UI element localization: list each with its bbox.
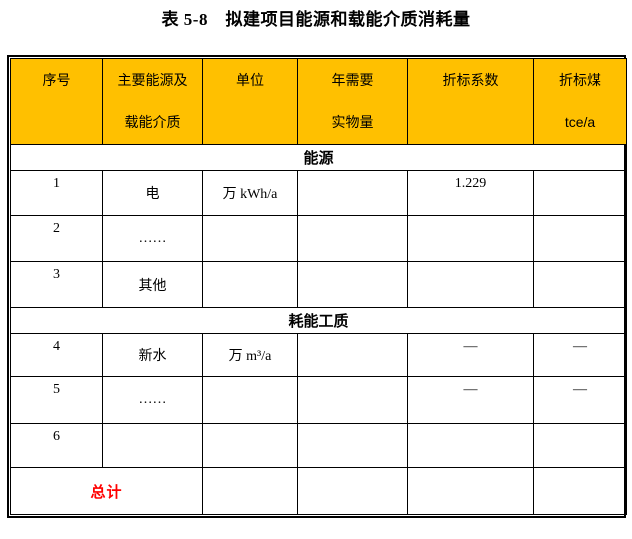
cell-coal	[533, 261, 627, 308]
cell-coefficient	[407, 215, 534, 262]
header-energy-line1: 主要能源及	[117, 72, 188, 88]
cell-quantity	[297, 333, 408, 377]
cell-quantity	[297, 215, 408, 262]
header-unit-label: 单位	[236, 72, 264, 88]
cell-energy-name: 电	[102, 170, 203, 216]
header-unit: 单位	[202, 58, 298, 145]
header-energy-line2: 载能介质	[124, 114, 181, 130]
cell-quantity	[297, 376, 408, 424]
table-header-row: 序号 主要能源及 载能介质 单位 年需要 实物量 折标系数	[10, 58, 627, 145]
cell-unit	[202, 215, 298, 262]
cell-unit	[202, 261, 298, 308]
cell-seq: 6	[10, 423, 103, 468]
cell-unit	[202, 376, 298, 424]
header-seq-label: 序号	[42, 72, 71, 88]
consumption-table-wrapper: 序号 主要能源及 载能介质 单位 年需要 实物量 折标系数	[7, 55, 627, 518]
stray-period-mark: .	[10, 535, 14, 539]
document-page: 表 5-8 拟建项目能源和载能介质消耗量 序号 主要能源及 载能介质 单位	[0, 10, 632, 539]
cell-energy-name: 新水	[102, 333, 203, 377]
cell-seq: 1	[10, 170, 103, 216]
section-medium-label: 耗能工质	[10, 307, 627, 334]
cell-coefficient: 1.229	[407, 170, 534, 216]
cell-unit	[202, 423, 298, 468]
table-row: 6	[10, 423, 627, 468]
consumption-table: 序号 主要能源及 载能介质 单位 年需要 实物量 折标系数	[10, 58, 627, 515]
cell-seq: 4	[10, 333, 103, 377]
total-row: 总计	[10, 467, 627, 515]
header-coal-line1: 折标煤	[559, 72, 601, 88]
cell-coal: —	[533, 376, 627, 424]
header-energy: 主要能源及 载能介质	[102, 58, 203, 145]
section-row-medium: 耗能工质	[10, 307, 627, 334]
cell-coal: —	[533, 333, 627, 377]
section-energy-label: 能源	[10, 144, 627, 171]
section-row-energy: 能源	[10, 144, 627, 171]
cell-coefficient	[407, 261, 534, 308]
cell-energy-name: ……	[102, 376, 203, 424]
cell-quantity	[297, 170, 408, 216]
total-quantity	[297, 467, 408, 515]
header-qty: 年需要 实物量	[297, 58, 408, 145]
header-qty-line1: 年需要	[331, 72, 374, 88]
total-coal	[533, 467, 627, 515]
cell-quantity	[297, 423, 408, 468]
header-coefficient: 折标系数	[407, 58, 534, 145]
cell-energy-name: 其他	[102, 261, 203, 308]
cell-coefficient: —	[407, 376, 534, 424]
total-coefficient	[407, 467, 534, 515]
table-row: 4 新水 万 m³/a — —	[10, 333, 627, 377]
cell-coal	[533, 215, 627, 262]
cell-energy-name: ……	[102, 215, 203, 262]
cell-seq: 3	[10, 261, 103, 308]
header-coefficient-label: 折标系数	[442, 72, 499, 88]
cell-seq: 5	[10, 376, 103, 424]
cell-quantity	[297, 261, 408, 308]
table-row: 2 ……	[10, 215, 627, 262]
cell-seq: 2	[10, 215, 103, 262]
header-coal: 折标煤 tce/a	[533, 58, 627, 145]
table-row: 3 其他	[10, 261, 627, 308]
header-seq: 序号	[10, 58, 103, 145]
total-label: 总计	[10, 467, 203, 515]
cell-coefficient	[407, 423, 534, 468]
table-row: 5 …… — —	[10, 376, 627, 424]
table-row: 1 电 万 kWh/a 1.229	[10, 170, 627, 216]
cell-coefficient: —	[407, 333, 534, 377]
cell-coal	[533, 170, 627, 216]
page-title: 表 5-8 拟建项目能源和载能介质消耗量	[161, 10, 471, 29]
cell-energy-name	[102, 423, 203, 468]
cell-unit: 万 m³/a	[202, 333, 298, 377]
header-qty-line2: 实物量	[331, 114, 374, 130]
header-coal-line2: tce/a	[564, 114, 596, 130]
total-unit	[202, 467, 298, 515]
cell-unit: 万 kWh/a	[202, 170, 298, 216]
cell-coal	[533, 423, 627, 468]
